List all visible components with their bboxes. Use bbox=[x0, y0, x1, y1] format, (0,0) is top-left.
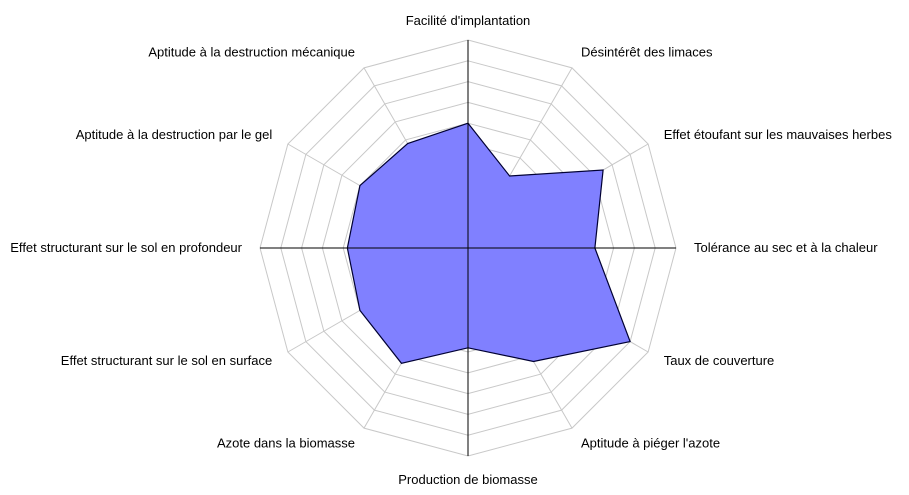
series-area-0 bbox=[346, 122, 631, 364]
axis-label-3: Tolérance au sec et à la chaleur bbox=[694, 240, 878, 255]
axis-label-6: Production de biomasse bbox=[398, 472, 537, 487]
axis-labels: Facilité d'implantation Désintérêt des li… bbox=[10, 13, 892, 487]
axis-label-7: Azote dans la biomasse bbox=[217, 436, 355, 451]
axis-label-8: Effet structurant sur le sol en surface bbox=[61, 353, 272, 368]
axis-label-0: Facilité d'implantation bbox=[406, 13, 531, 28]
axis-label-5: Aptitude à piéger l'azote bbox=[581, 436, 720, 451]
main-axes bbox=[260, 40, 676, 456]
axis-label-1: Désintérêt des limaces bbox=[581, 44, 713, 59]
axis-label-4: Taux de couverture bbox=[664, 353, 775, 368]
series-layer bbox=[346, 122, 631, 364]
axis-label-2: Effet étoufant sur les mauvaises herbes bbox=[664, 127, 893, 142]
axis-label-10: Aptitude à la destruction par le gel bbox=[76, 127, 273, 142]
axis-label-9: Effet structurant sur le sol en profonde… bbox=[10, 240, 242, 255]
axis-label-11: Aptitude à la destruction mécanique bbox=[148, 44, 355, 59]
